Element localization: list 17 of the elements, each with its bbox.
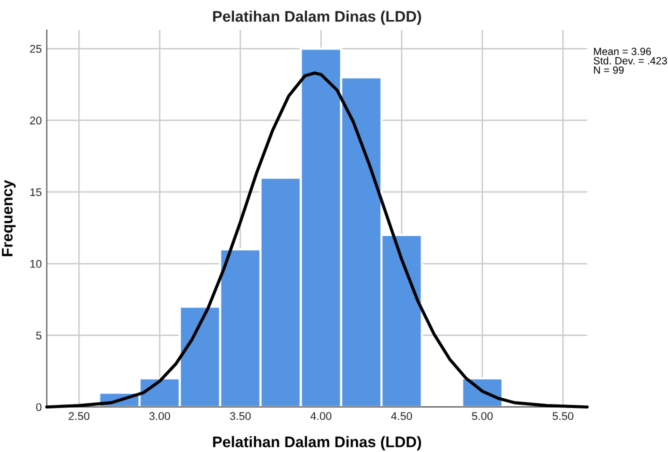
text: Mean = 3.96 Std. Dev. = .423 N = 99 [594, 48, 667, 74]
y-tick-label: 15 [30, 188, 42, 196]
y-axis-title: Frequency [2, 180, 16, 256]
x-tick-label: 2.50 [68, 412, 90, 420]
x-axis-title: Pelatihan Dalam Dinas (LDD) [213, 436, 422, 450]
x-tick-label: 4.50 [391, 412, 412, 420]
x-tick-label: 3.50 [230, 412, 251, 420]
y-tick-label: 10 [30, 260, 42, 268]
y-tick-label: 5 [36, 332, 42, 340]
y-tick-label: 0 [36, 403, 42, 412]
y-tick-label: 25 [30, 44, 42, 53]
x-tick-label: 4.00 [310, 412, 332, 420]
y-tick-label: 20 [30, 116, 42, 124]
x-tick-label: 5.50 [552, 412, 574, 420]
x-tick-label: 3.00 [149, 412, 170, 420]
chart-title: Pelatihan Dalam Dinas (LDD) [213, 10, 422, 25]
x-tick-label: 5.00 [472, 412, 493, 420]
